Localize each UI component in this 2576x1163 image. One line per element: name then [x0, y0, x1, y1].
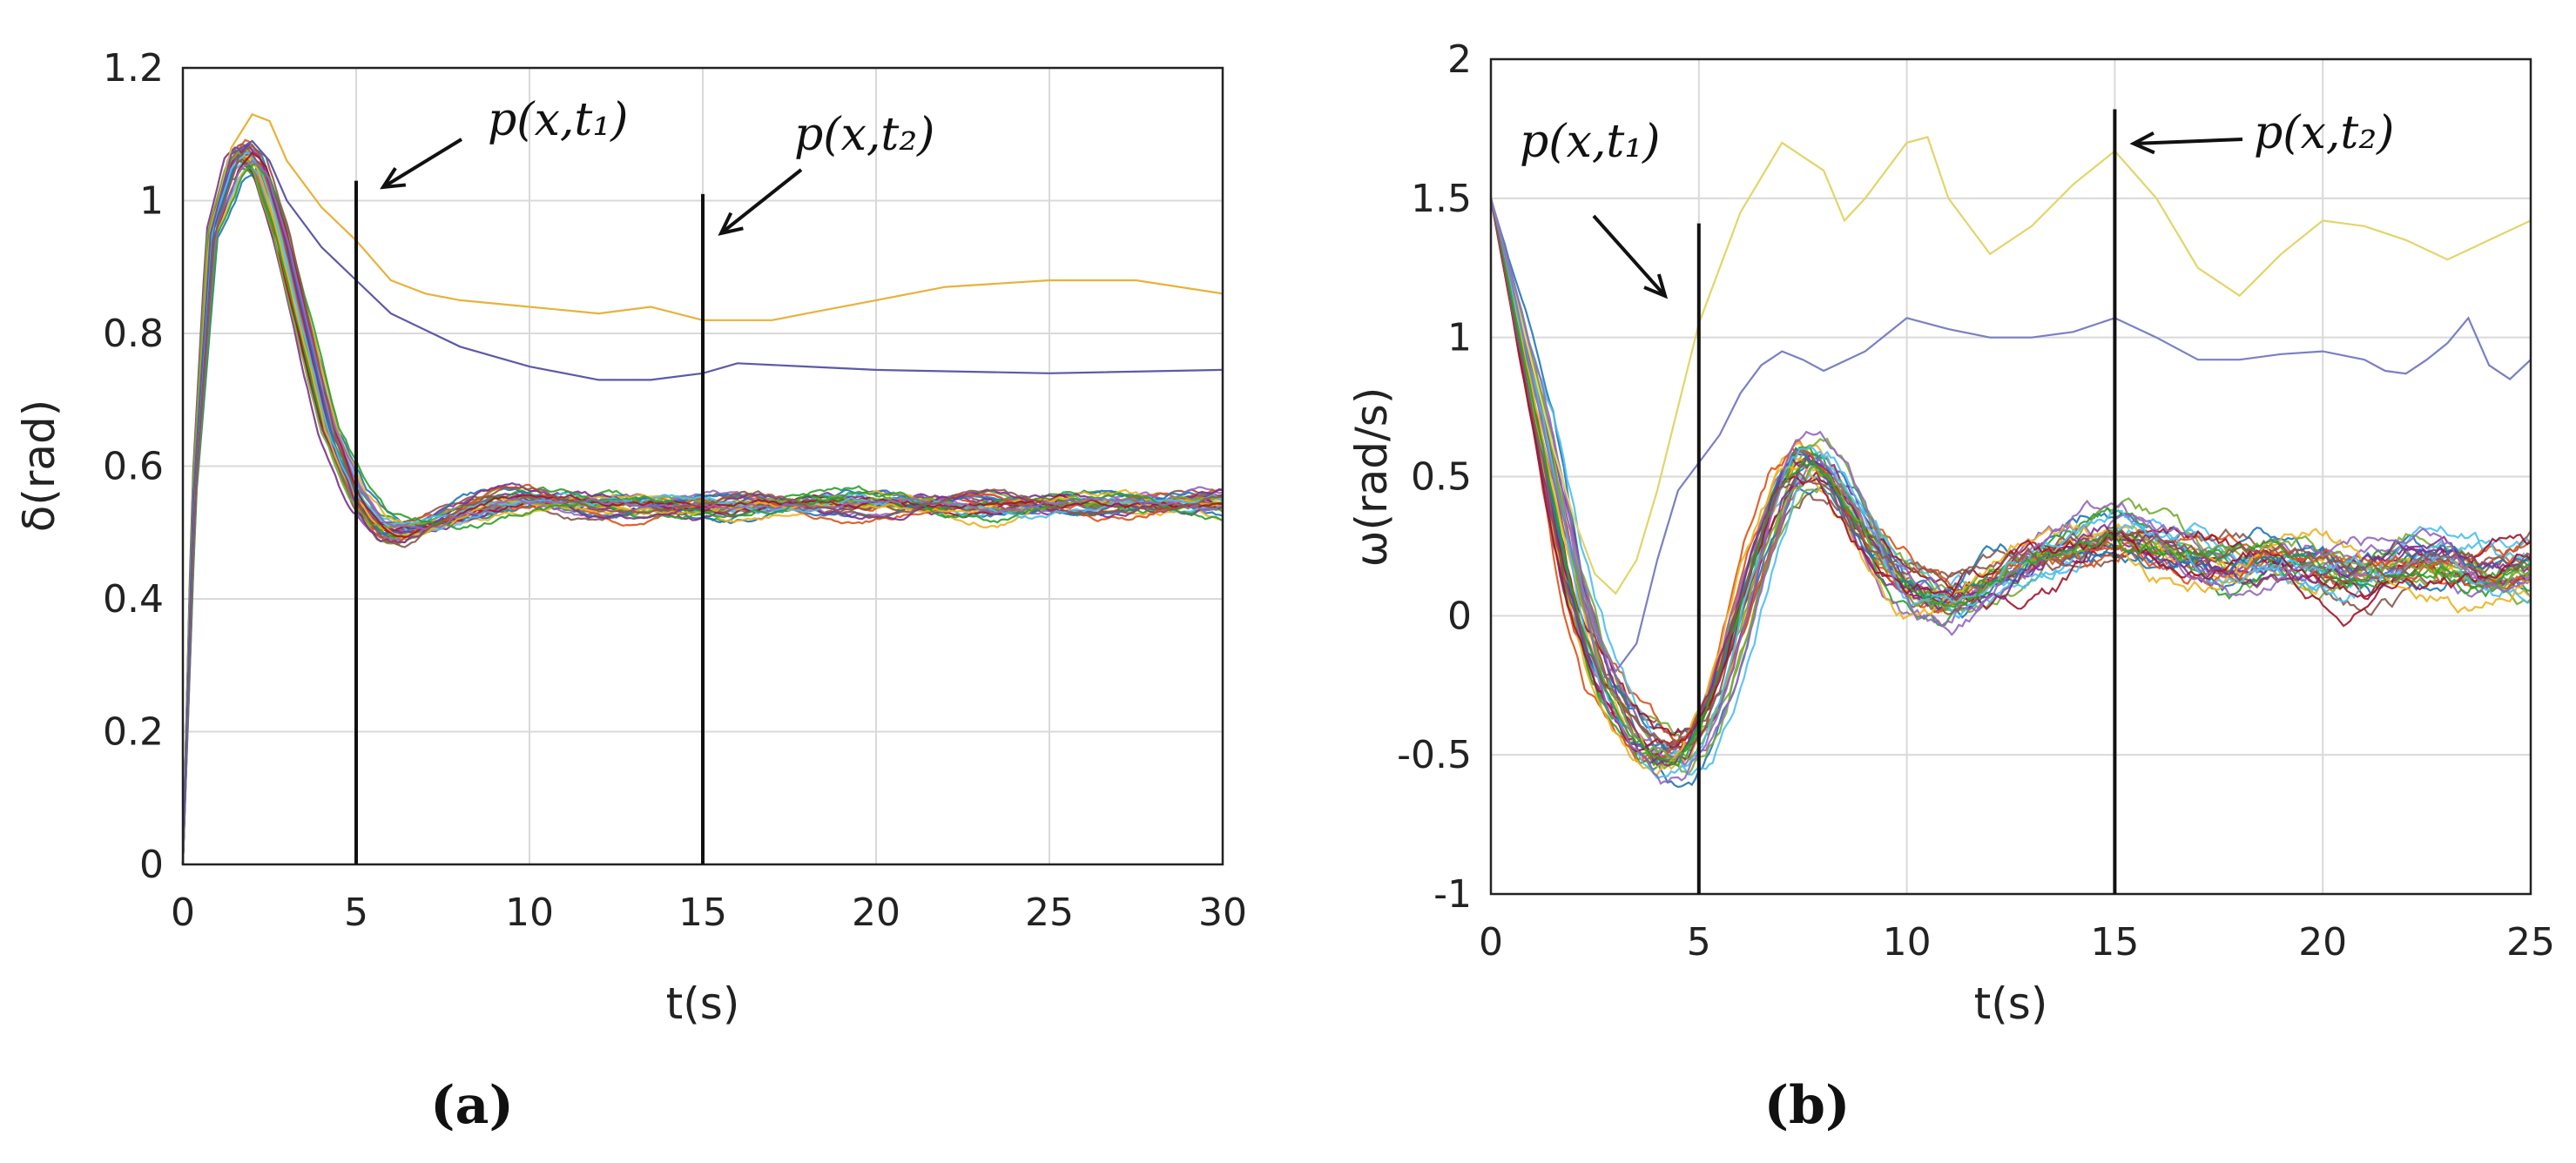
y-tick-label: 0.6: [103, 445, 164, 489]
panel-label-b: (b): [1764, 1075, 1851, 1136]
grid-b: [1491, 59, 2531, 894]
y-tick-label: 0: [139, 843, 164, 887]
x-tick-label: 20: [852, 891, 900, 935]
x-tick-label: 25: [2506, 920, 2555, 965]
ensemble-trajectory: [1489, 198, 2532, 752]
y-tick-label: 1.5: [1411, 177, 1472, 221]
x-axis-label-a: t(s): [666, 978, 740, 1029]
ensemble-trajectory: [1489, 198, 2532, 755]
y-tick-label: 1: [139, 179, 164, 224]
marker-annotation: p(x,t₂): [794, 109, 934, 161]
outlier-blue-line: [1489, 198, 2532, 674]
ensemble-trajectory: [1489, 198, 2532, 763]
y-tick-label: 2: [1447, 37, 1472, 82]
x-tick-label: 15: [2090, 920, 2139, 965]
x-tick-label: 10: [1883, 920, 1932, 965]
series-b: [1489, 136, 2532, 789]
x-tick-label: 30: [1198, 891, 1247, 935]
x-tick-label: 15: [678, 891, 727, 935]
y-tick-label: 0.4: [103, 577, 164, 622]
y-tick-label: 0.2: [103, 710, 164, 755]
arrow-icon: [381, 138, 463, 189]
x-tick-label: 5: [344, 891, 368, 935]
y-axis-label-b: ω(rad/s): [1346, 387, 1397, 568]
ensemble-trajectory: [1489, 198, 2532, 770]
arrowhead-icon: [1643, 273, 1669, 299]
ensemble-trajectory: [1489, 198, 2532, 785]
ensemble-trajectory: [1489, 198, 2532, 768]
x-tick-label: 0: [171, 891, 195, 935]
ensemble-trajectory: [1489, 198, 2532, 735]
ensemble-trajectory: [1489, 198, 2532, 767]
arrowhead-icon: [718, 212, 744, 236]
arrowhead-icon: [2129, 131, 2155, 155]
ensemble-trajectory: [1489, 198, 2532, 767]
plot-frame-b: [1489, 57, 2532, 896]
arrow-icon: [719, 168, 803, 235]
x-axis-label-b: t(s): [1974, 978, 2048, 1029]
outlier-blue-line: [181, 139, 1224, 865]
x-tick-label: 20: [2298, 920, 2347, 965]
y-tick-label: 0.8: [103, 312, 164, 356]
marker-annotation: p(x,t₁): [488, 94, 628, 146]
ensemble-trajectory: [1489, 198, 2532, 779]
y-tick-label: 1: [1447, 316, 1472, 360]
y-tick-label: -0.5: [1397, 733, 1472, 777]
ensemble-trajectory: [1489, 198, 2532, 767]
chart-panel-b: p(x,t₁) p(x,t₂) 0 5 10 15 20 25 -1 -0.5 0 0.5 1 1.5 2…: [1346, 37, 2555, 1136]
ensemble-trajectory: [1489, 198, 2532, 765]
marker-annotation: p(x,t₁): [1520, 116, 1660, 168]
y-tick-label: 0: [1447, 594, 1472, 638]
ensemble-trajectory: [1489, 198, 2532, 769]
x-tick-label: 5: [1687, 920, 1711, 965]
y-axis-label-a: δ(rad): [14, 400, 64, 533]
ensemble-trajectory: [1489, 198, 2532, 776]
ensemble-trajectory: [1489, 198, 2532, 776]
ensemble-trajectory: [1489, 198, 2532, 776]
x-tick-label: 10: [505, 891, 554, 935]
ensemble-trajectory: [1489, 198, 2532, 743]
x-tick-label: 0: [1479, 920, 1503, 965]
ensemble-trajectory: [1489, 198, 2532, 770]
markers-b: p(x,t₁) p(x,t₂): [1520, 107, 2394, 894]
ensemble-trajectory: [1489, 198, 2532, 763]
arrow-icon: [2133, 138, 2243, 145]
arrow-icon: [1592, 214, 1667, 298]
ticks-a: 0 5 10 15 20 25 30 0 0.2 0.4 0.6 0.8 1 1.2: [103, 46, 1247, 935]
outlier-yellow-line: [181, 113, 1224, 865]
marker-annotation: p(x,t₂): [2254, 107, 2394, 159]
x-tick-label: 25: [1025, 891, 1074, 935]
y-tick-label: -1: [1433, 872, 1472, 917]
ensemble-trajectory: [1489, 198, 2532, 744]
markers-a: p(x,t₁) p(x,t₂): [354, 94, 934, 864]
panel-label-a: (a): [430, 1075, 514, 1136]
ensemble-trajectory: [1489, 198, 2532, 751]
ensemble-trajectory: [1489, 198, 2532, 762]
y-tick-label: 0.5: [1411, 455, 1472, 500]
chart-panel-a: p(x,t₁) p(x,t₂) 0 5 10 15 20 25 30 0 0.2 0.4 0.6 0.8…: [14, 46, 1247, 1136]
ensemble-trajectory: [1489, 198, 2532, 736]
ticks-b: 0 5 10 15 20 25 -1 -0.5 0 0.5 1 1.5 2: [1397, 37, 2555, 965]
ensemble-trajectory: [1489, 198, 2532, 753]
outlier-yellow-line: [1489, 136, 2532, 595]
ensemble-trajectory: [1489, 198, 2532, 766]
arrowhead-icon: [380, 167, 407, 190]
y-tick-label: 1.2: [103, 46, 164, 91]
ensemble-trajectory: [1489, 198, 2532, 747]
